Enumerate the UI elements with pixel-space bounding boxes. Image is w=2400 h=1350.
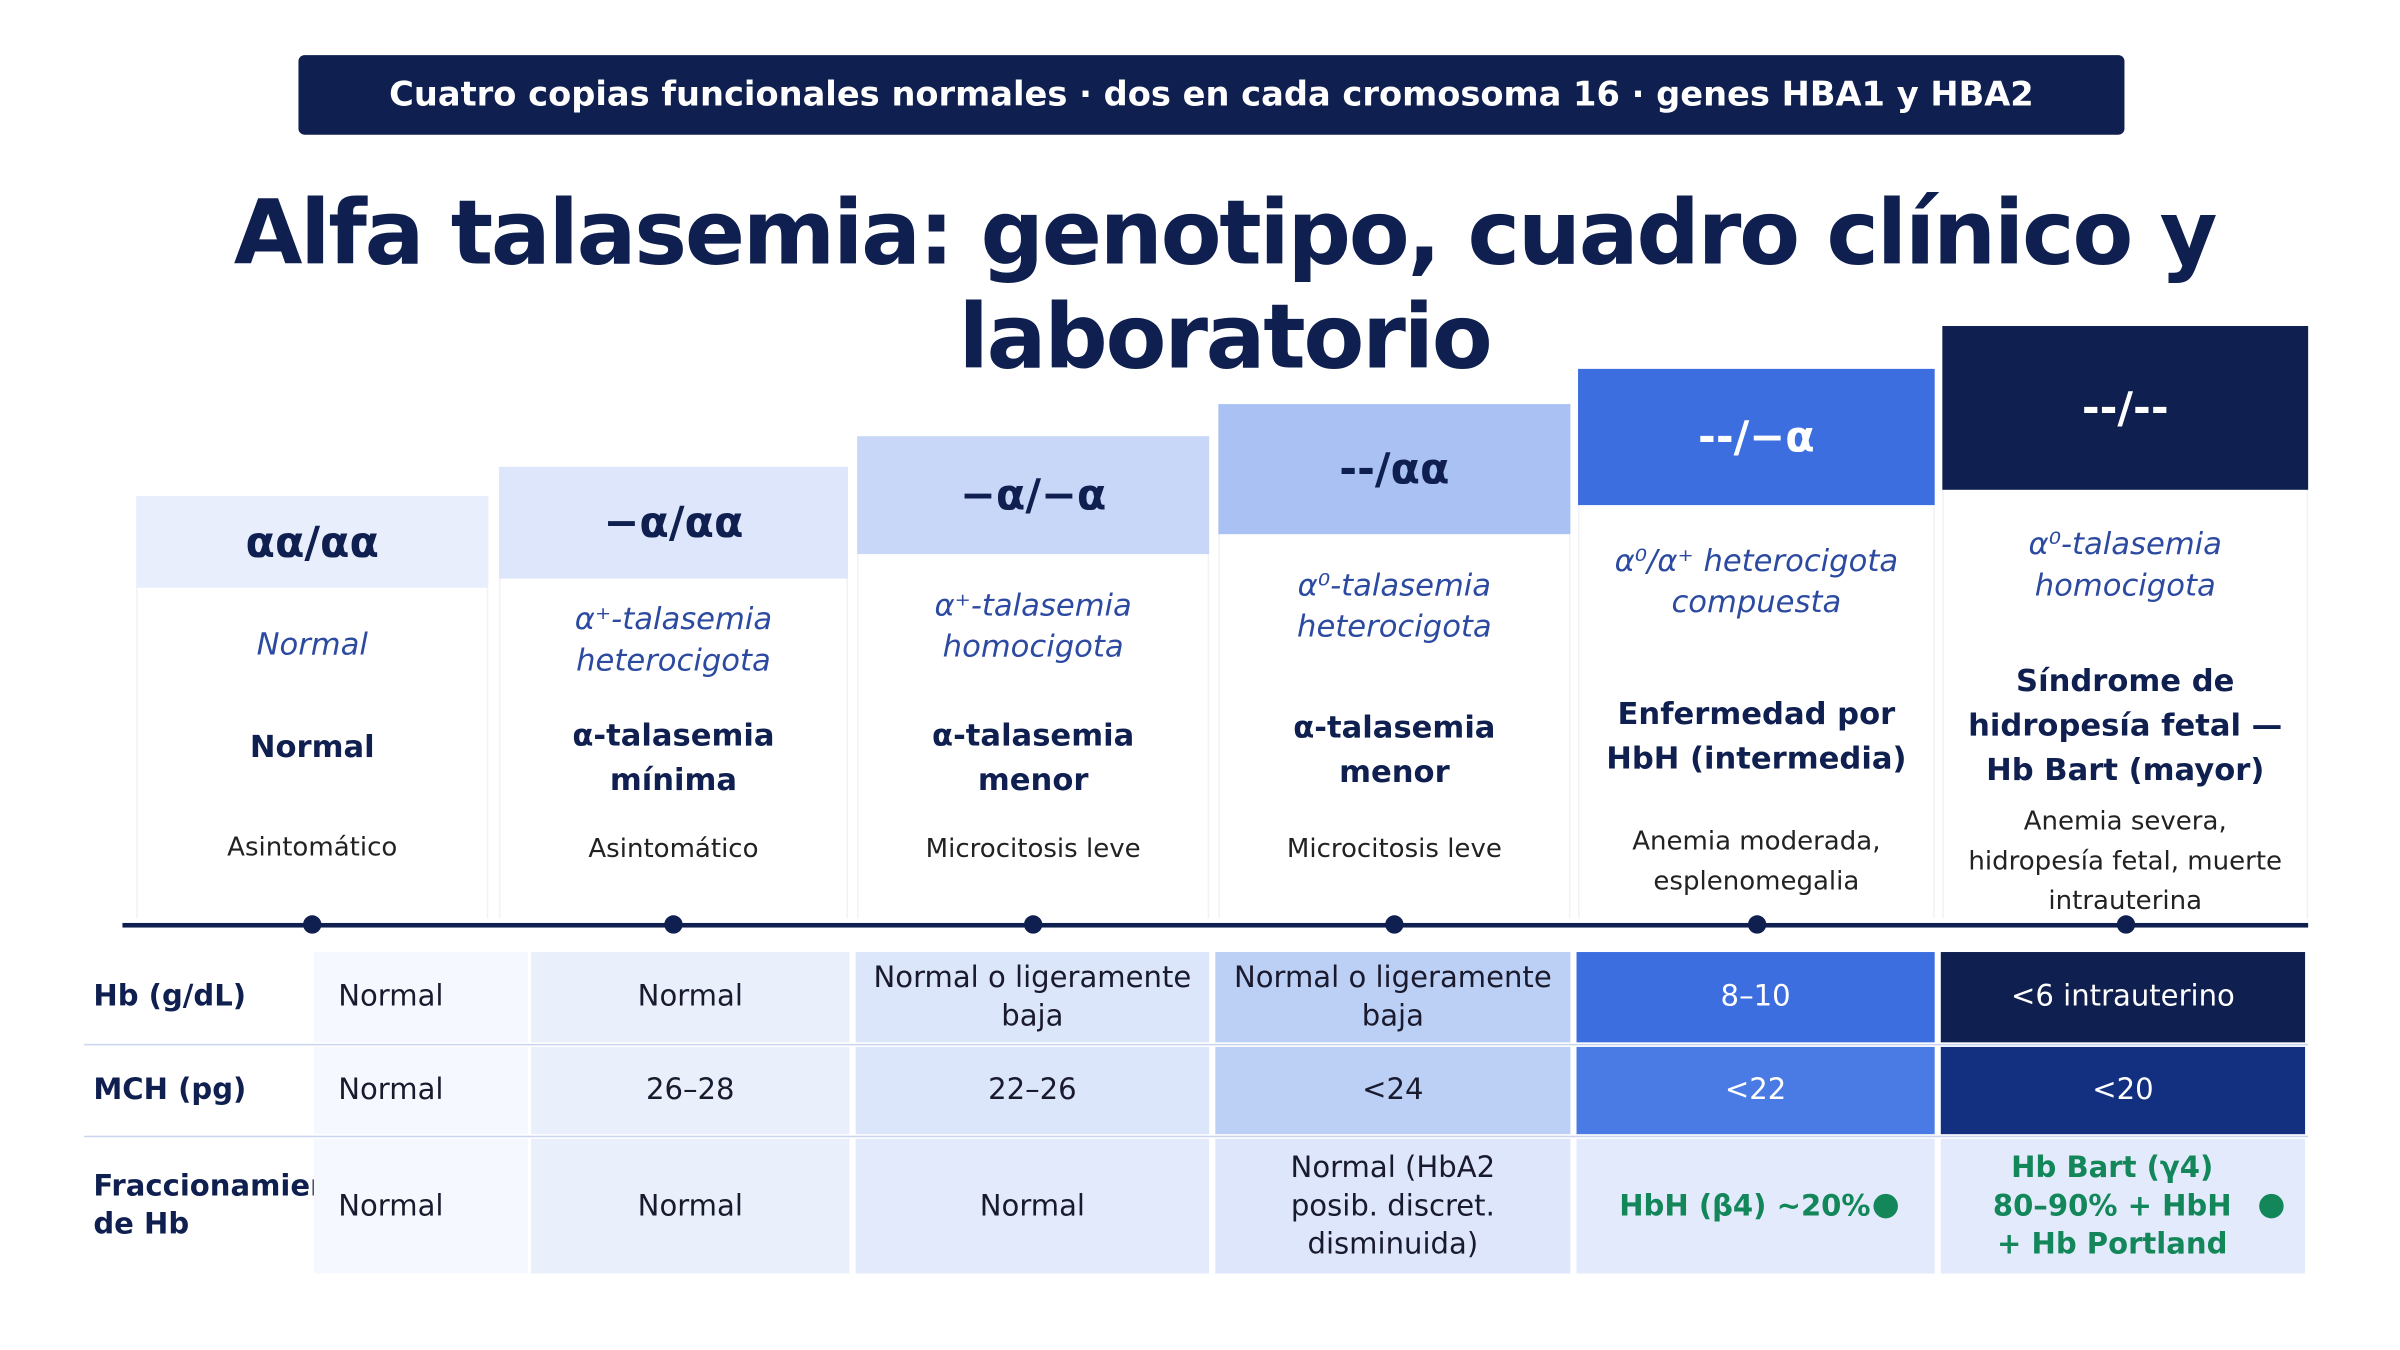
table-cell: <24 (1215, 1046, 1571, 1135)
table-cell: 22–26 (855, 1046, 1210, 1135)
clinical: α-talasemia menor (932, 716, 1135, 798)
clinical: Enfermedad por HbH (intermedia) (1606, 694, 1907, 777)
table-cell: Normal o ligeramente baja (1215, 952, 1571, 1043)
table-cell: Normal (531, 1138, 850, 1274)
description: α⁰/α⁺ heterocigota compuesta (1614, 541, 1899, 620)
genotype: --/-- (1942, 326, 2309, 490)
genotype: −α/−α (857, 436, 1210, 555)
symptoms: Microcitosis leve (925, 834, 1141, 865)
timeline-dot (2116, 915, 2135, 934)
description: Normal (256, 625, 368, 662)
description: α⁰-talasemia heterocigota (1297, 566, 1492, 645)
description: α⁰-talasemia homocigota (2028, 524, 2222, 604)
genotype: −α/αα (498, 466, 848, 579)
table-cell: Normal (313, 952, 529, 1043)
genotype: --/−α (1578, 368, 1935, 506)
timeline (122, 922, 2309, 928)
table-cell: Normal (313, 1046, 529, 1135)
title: Alfa talasemia: genotipo, cuadro clínico… (233, 180, 2218, 389)
table-cell: Normal (855, 1138, 1210, 1274)
clinical: Síndrome de hidropesía fetal — Hb Bart (… (1968, 661, 2283, 788)
symptoms: Asintomático (227, 832, 398, 864)
timeline-dot (1023, 915, 1043, 934)
table-cell: Normal o ligeramente baja (855, 952, 1210, 1043)
row-divider (84, 1135, 2309, 1138)
symptoms: Anemia moderada, esplenomegalia (1632, 826, 1881, 897)
status-dot (1873, 1193, 1898, 1219)
row-label: Hb (g/dL) (93, 979, 247, 1014)
table-cell: <22 (1576, 1046, 1935, 1135)
timeline-dot (303, 915, 322, 934)
timeline-dot (1385, 915, 1404, 934)
table-cell: Hb Bart (γ4) 80–90% + HbH + Hb Portland (1940, 1138, 2306, 1274)
clinical: α-talasemia menor (1293, 708, 1496, 790)
row-label: Fraccionamiento de Hb (93, 1169, 365, 1242)
row-label: MCH (pg) (93, 1072, 247, 1107)
table-cell: 26–28 (531, 1046, 850, 1135)
table-cell: 8–10 (1576, 952, 1935, 1043)
genotype: --/αα (1218, 404, 1571, 535)
description: α⁺-talasemia heterocigota (574, 599, 773, 679)
row-divider (84, 1043, 2309, 1046)
table-cell: <6 intrauterino (1940, 952, 2306, 1043)
symptoms: Asintomático (588, 834, 759, 865)
symptoms: Microcitosis leve (1286, 834, 1502, 865)
banner: Cuatro copias funcionales normales · dos… (298, 55, 2125, 135)
table-cell: Normal (313, 1138, 529, 1274)
clinical: Normal (249, 727, 375, 765)
timeline-dot (1747, 915, 1766, 934)
table-cell: Normal (HbA2 posib. discret. disminuida) (1215, 1138, 1571, 1274)
table-cell: <20 (1940, 1046, 2306, 1135)
description: α⁺-talasemia homocigota (934, 586, 1132, 665)
genotype: αα/αα (136, 495, 489, 588)
status-dot (2259, 1193, 2284, 1219)
symptoms: Anemia severa, hidropesía fetal, muerte … (1968, 806, 2283, 917)
timeline-dot (664, 915, 683, 934)
table-cell: Normal (531, 952, 850, 1043)
clinical: α-talasemia mínima (572, 716, 775, 798)
